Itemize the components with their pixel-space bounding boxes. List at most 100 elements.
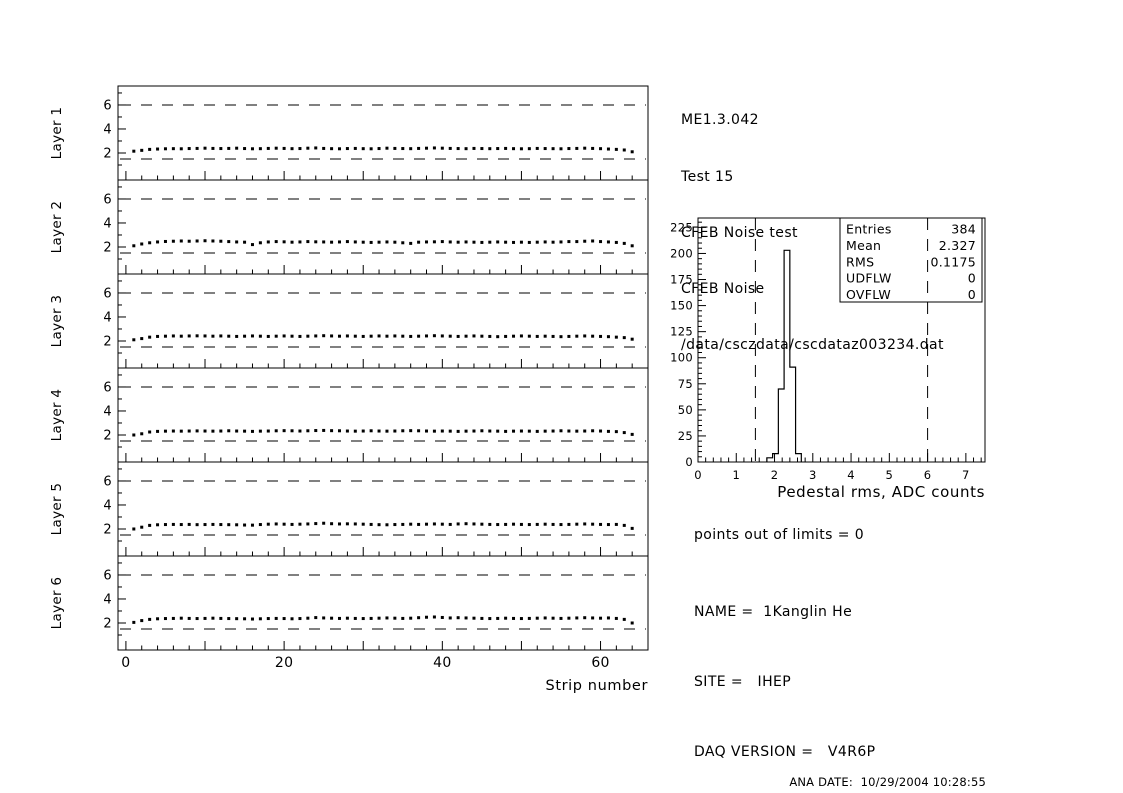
layer-panel-2: 2 4 6 Layer 2 — [49, 179, 649, 275]
data-point — [417, 334, 421, 338]
x-axis-title: Pedestal rms, ADC counts — [777, 483, 985, 501]
data-point — [385, 429, 389, 433]
y-tick-label: 175 — [670, 273, 693, 287]
data-point — [148, 430, 152, 434]
data-point — [504, 429, 508, 433]
data-point — [250, 429, 254, 433]
data-point — [401, 334, 405, 338]
data-point — [163, 429, 167, 433]
data-point — [219, 616, 223, 620]
data-point — [630, 150, 634, 154]
data-point — [480, 240, 484, 244]
data-point — [148, 241, 152, 245]
data-point — [606, 147, 610, 151]
data-point — [622, 336, 626, 340]
data-point — [140, 337, 144, 341]
data-point — [203, 146, 207, 150]
data-point — [488, 617, 492, 621]
data-point — [417, 429, 421, 433]
data-point — [203, 429, 207, 433]
data-point — [512, 147, 516, 151]
data-point — [171, 522, 175, 526]
data-point — [591, 146, 595, 150]
data-point — [567, 616, 571, 620]
data-point — [559, 335, 563, 339]
data-point — [266, 617, 270, 621]
data-point — [361, 147, 365, 151]
data-point — [227, 146, 231, 150]
data-point — [227, 334, 231, 338]
y-tick-label: 6 — [103, 568, 112, 583]
panel-border — [117, 461, 649, 557]
data-point — [464, 522, 468, 526]
layer-panel-1: 2 4 6 Layer 1 — [49, 85, 649, 181]
data-point — [171, 147, 175, 151]
data-point — [527, 240, 531, 244]
x-axis-title: Strip number — [546, 678, 648, 694]
data-point — [258, 429, 262, 433]
data-point — [583, 239, 587, 243]
date-block: ANA DATE: 10/29/2004 10:28:55 RUN DATE: … — [690, 735, 986, 793]
data-point — [393, 523, 397, 527]
data-point — [401, 429, 405, 433]
data-point — [393, 334, 397, 338]
data-point — [591, 334, 595, 338]
data-point — [543, 522, 547, 526]
data-point — [519, 429, 523, 433]
y-tick-label: 225 — [670, 220, 693, 234]
data-point — [559, 616, 563, 620]
data-point — [575, 429, 579, 433]
data-point — [543, 334, 547, 338]
y-tick-label: 75 — [678, 377, 693, 391]
data-point — [432, 240, 436, 244]
data-point — [369, 429, 373, 433]
stats-value: 0.1175 — [930, 254, 976, 269]
data-point — [361, 240, 365, 244]
data-point — [583, 616, 587, 620]
data-point — [630, 337, 634, 341]
data-point — [409, 429, 413, 433]
data-point — [409, 147, 413, 151]
data-point — [440, 334, 444, 338]
data-point — [250, 523, 254, 527]
data-point — [282, 522, 286, 526]
y-tick-label: 6 — [103, 380, 112, 395]
data-point — [630, 244, 634, 248]
data-point — [282, 240, 286, 244]
y-tick-label: 2 — [103, 334, 112, 349]
panel-border — [117, 555, 649, 651]
panel-border — [117, 273, 649, 369]
data-point — [567, 429, 571, 433]
data-point — [179, 334, 183, 338]
data-point — [480, 522, 484, 526]
data-point — [496, 335, 500, 339]
data-point — [282, 617, 286, 621]
data-point — [472, 429, 476, 433]
data-point — [298, 429, 302, 433]
data-point — [322, 428, 326, 432]
data-point — [575, 522, 579, 526]
data-point — [187, 147, 191, 151]
data-point — [599, 240, 603, 244]
y-tick-label: 50 — [678, 403, 693, 417]
data-point — [480, 334, 484, 338]
y-tick-label: 0 — [685, 455, 693, 469]
data-point — [504, 522, 508, 526]
data-point — [290, 334, 294, 338]
data-point — [171, 429, 175, 433]
data-point — [314, 522, 318, 526]
data-point — [622, 617, 626, 621]
data-point — [543, 616, 547, 620]
data-point — [496, 240, 500, 244]
data-point — [448, 240, 452, 244]
data-point — [211, 616, 215, 620]
y-tick-label: 100 — [670, 351, 693, 365]
data-point — [535, 616, 539, 620]
data-point — [409, 522, 413, 526]
y-tick-label: 4 — [103, 310, 112, 325]
data-point — [369, 616, 373, 620]
data-point — [132, 149, 136, 153]
data-point — [599, 616, 603, 620]
data-point — [472, 334, 476, 338]
data-point — [464, 616, 468, 620]
